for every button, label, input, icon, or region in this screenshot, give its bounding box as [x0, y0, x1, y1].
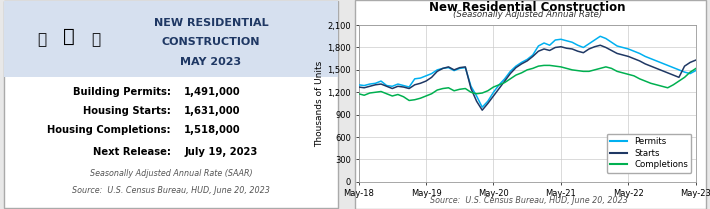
- Text: MAY 2023: MAY 2023: [180, 57, 241, 67]
- FancyBboxPatch shape: [4, 1, 338, 208]
- Text: 1,631,000: 1,631,000: [184, 106, 241, 116]
- Text: 🏠: 🏠: [38, 32, 47, 47]
- Text: NEW RESIDENTIAL: NEW RESIDENTIAL: [153, 18, 268, 28]
- Title: New Residential Construction: New Residential Construction: [429, 1, 626, 14]
- FancyBboxPatch shape: [4, 1, 338, 76]
- Text: Seasonally Adjusted Annual Rate (SAAR): Seasonally Adjusted Annual Rate (SAAR): [89, 169, 252, 178]
- Text: 🏠: 🏠: [91, 32, 100, 47]
- Y-axis label: Thousands of Units: Thousands of Units: [315, 60, 324, 147]
- Text: Housing Completions:: Housing Completions:: [48, 125, 171, 135]
- Text: 1,491,000: 1,491,000: [184, 87, 241, 97]
- Text: Source:  U.S. Census Bureau, HUD, June 20, 2023: Source: U.S. Census Bureau, HUD, June 20…: [72, 186, 270, 195]
- Text: Building Permits:: Building Permits:: [73, 87, 171, 97]
- Text: Housing Starts:: Housing Starts:: [83, 106, 171, 116]
- Legend: Permits, Starts, Completions: Permits, Starts, Completions: [606, 134, 692, 173]
- Text: Source:  U.S. Census Bureau, HUD, June 20, 2023: Source: U.S. Census Bureau, HUD, June 20…: [430, 196, 628, 205]
- Text: (Seasonally Adjusted Annual Rate): (Seasonally Adjusted Annual Rate): [452, 10, 602, 19]
- Text: CONSTRUCTION: CONSTRUCTION: [162, 37, 261, 47]
- Text: 1,518,000: 1,518,000: [184, 125, 241, 135]
- Text: 🏠: 🏠: [63, 27, 75, 46]
- Text: July 19, 2023: July 19, 2023: [184, 147, 258, 157]
- Text: Next Release:: Next Release:: [93, 147, 171, 157]
